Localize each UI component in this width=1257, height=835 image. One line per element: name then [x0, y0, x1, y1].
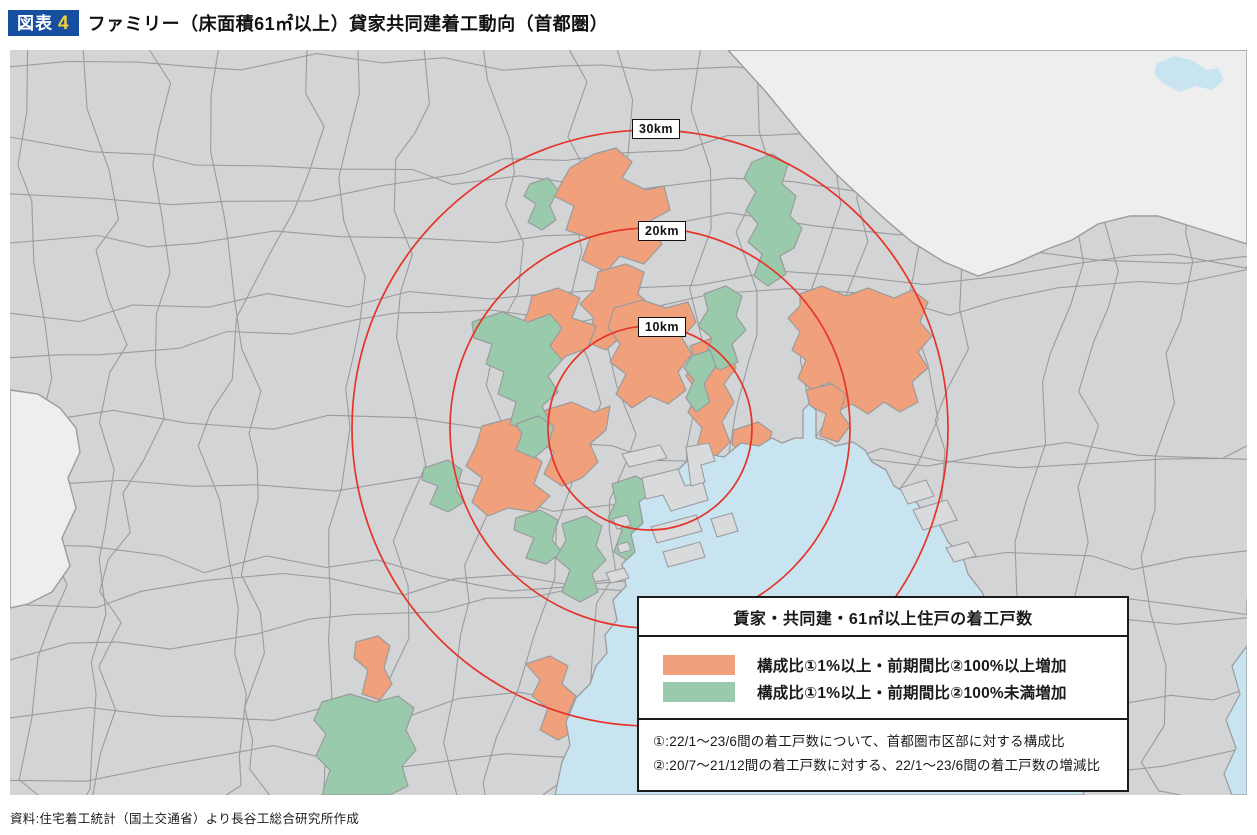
legend-notes: ①:22/1～23/6間の着工戸数について、首都圏市区部に対する構成比 ②:20… [639, 720, 1127, 790]
figure-title: ファミリー（床面積61㎡以上）貸家共同建着工動向（首都圏） [87, 14, 609, 34]
legend-note-1: ①:22/1～23/6間の着工戸数について、首都圏市区部に対する構成比 [653, 734, 1065, 749]
ring-label-10km: 10km [638, 317, 686, 337]
outside-region [10, 50, 1247, 609]
legend-row-increase-100-plus: 構成比①1%以上・前期間比②100%以上増加 [663, 654, 1103, 676]
legend-row-increase-under-100: 構成比①1%以上・前期間比②100%未満増加 [663, 681, 1103, 703]
legend-note-2: ②:20/7～21/12間の着工戸数に対する、22/1～23/6間の着工戸数の増… [653, 758, 1101, 774]
legend-label-increase-100-plus: 構成比①1%以上・前期間比②100%以上増加 [757, 658, 1067, 675]
figure-source: 資料:住宅着工統計（国土交通省）より長谷工総合研究所作成 [10, 812, 360, 826]
figure-badge: 図表 4 [8, 10, 79, 36]
ring-label-20km: 20km [638, 221, 686, 241]
legend-swatch-green [663, 682, 735, 702]
ring-label-30km: 30km [632, 119, 680, 139]
map-area: 30km 20km 10km 賃家・共同建・61㎡以上住戸の着工戸数 構成比①1… [10, 50, 1247, 795]
figure-header: 図表 4 ファミリー（床面積61㎡以上）貸家共同建着工動向（首都圏） [8, 8, 608, 38]
legend-items: 構成比①1%以上・前期間比②100%以上増加 構成比①1%以上・前期間比②100… [639, 637, 1127, 720]
figure-badge-number: 4 [58, 12, 70, 34]
legend-label-increase-under-100: 構成比①1%以上・前期間比②100%未満増加 [757, 685, 1067, 702]
legend-swatch-orange [663, 655, 735, 675]
colored-municipalities [313, 147, 933, 795]
figure-badge-label: 図表 [17, 13, 53, 33]
map-legend: 賃家・共同建・61㎡以上住戸の着工戸数 構成比①1%以上・前期間比②100%以上… [637, 596, 1129, 792]
legend-title: 賃家・共同建・61㎡以上住戸の着工戸数 [639, 598, 1127, 637]
